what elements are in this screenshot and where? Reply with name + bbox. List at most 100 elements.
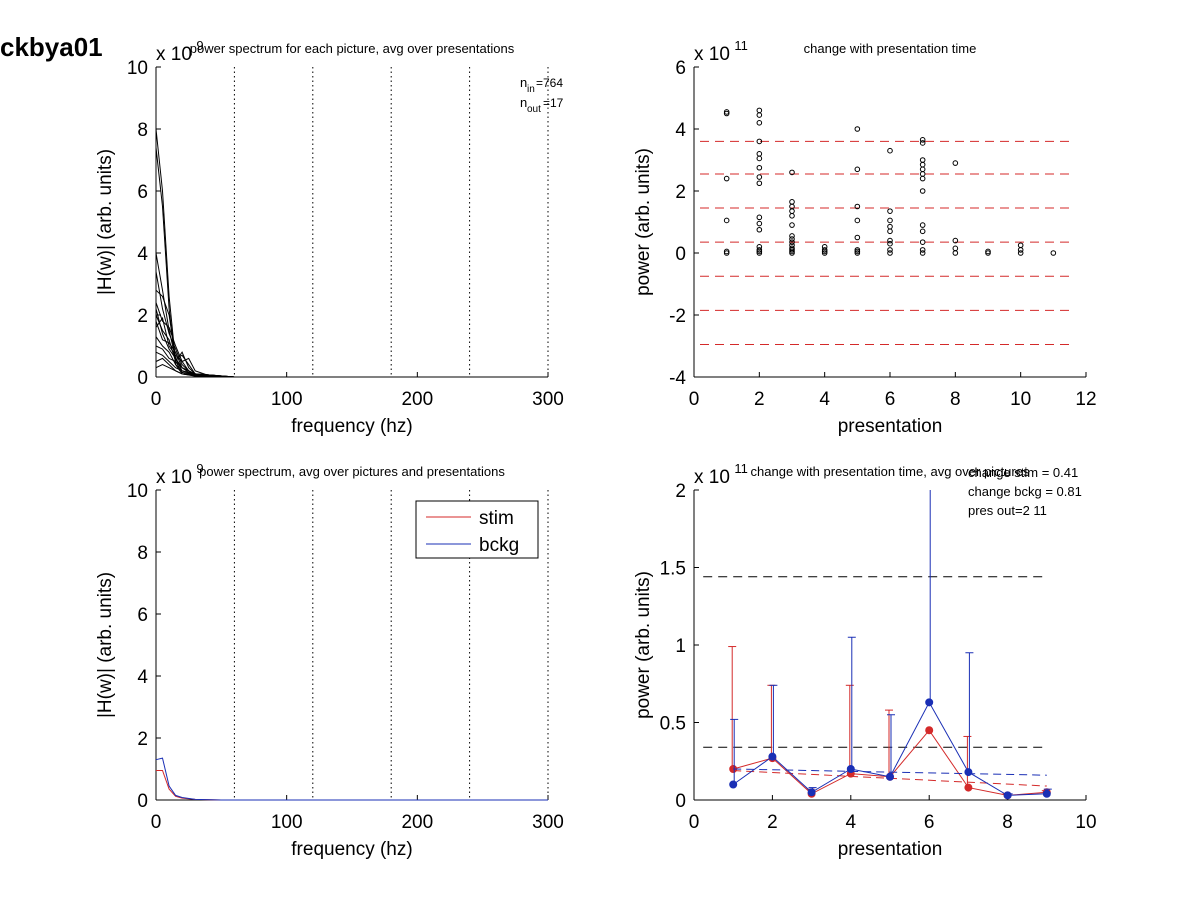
x-tick-label: 8 — [1002, 812, 1013, 833]
legend-box — [415, 500, 539, 559]
scatter-point — [756, 155, 763, 162]
scatter-point — [1050, 250, 1057, 256]
spectrum-curve — [155, 314, 548, 378]
scatter-point — [756, 151, 763, 157]
scatter-point — [789, 236, 795, 242]
series-bckg-marker — [925, 698, 934, 707]
scatter-point — [919, 247, 926, 253]
axis-exponent-power: 9 — [196, 38, 203, 53]
trend-line-bckg — [733, 768, 1047, 776]
panel-title: change with presentation time, avg over … — [751, 464, 1030, 479]
scatter-point — [854, 203, 861, 210]
panel-change-presentation-time: 0 2 4 6 8 10 12 -4 -2 0 2 4 6 presentation power (arb.… — [633, 38, 1097, 437]
x-tick-label: 6 — [885, 389, 896, 410]
scatter-point — [919, 175, 926, 182]
spectrum-curve — [155, 364, 548, 378]
x-tick-label: 4 — [846, 812, 857, 833]
scatter-point — [756, 220, 763, 227]
x-axis-label: frequency (hz) — [291, 416, 412, 437]
spectrum-curve — [155, 316, 548, 378]
scatter-point — [789, 213, 795, 219]
scatter-point — [756, 164, 763, 171]
spectrum-curve — [155, 351, 548, 378]
annotation-n-in-value: =764 — [536, 76, 563, 90]
axis-exponent: x 10 — [156, 44, 192, 65]
scatter-point — [1017, 250, 1024, 256]
scatter-point — [789, 250, 795, 256]
y-tick-label: 4 — [137, 667, 148, 688]
scatter-point — [756, 180, 763, 187]
scatter-point — [854, 234, 861, 241]
y-axis-label: power (arb. units) — [633, 571, 654, 719]
annotation-n-in-label: n — [520, 75, 527, 90]
stats-annotation: change bckg = 0.81 — [968, 484, 1082, 499]
scatter-point — [756, 226, 763, 233]
x-axis-label: presentation — [838, 416, 943, 437]
x-axis-label: presentation — [838, 839, 943, 860]
series-stim-line — [733, 729, 1047, 796]
scatter-point — [854, 250, 861, 256]
scatter-point — [919, 250, 926, 256]
axis-exponent: x 10 — [694, 44, 730, 65]
scatter-point — [952, 160, 959, 166]
legend-label-bckg: bckg — [479, 535, 519, 556]
scatter-point — [854, 217, 861, 224]
scatter-point — [919, 137, 926, 143]
scatter-point — [919, 239, 926, 245]
x-tick-label: 10 — [1010, 389, 1031, 410]
spectrum-curve — [155, 357, 548, 378]
x-tick-label: 10 — [1075, 812, 1096, 833]
y-tick-label: 4 — [675, 120, 686, 141]
series-bckg-line — [732, 701, 1047, 796]
annotation-n-out-sub: out — [527, 104, 541, 115]
y-tick-label: 6 — [137, 182, 148, 203]
x-tick-label: 100 — [271, 389, 303, 410]
y-tick-label: 10 — [127, 58, 148, 79]
x-tick-label: 300 — [532, 812, 564, 833]
scatter-point — [756, 107, 763, 114]
y-tick-label: -4 — [669, 368, 686, 389]
scatter-point — [887, 147, 893, 154]
spectrum-curve — [155, 128, 548, 378]
x-tick-label: 300 — [532, 389, 564, 410]
spectrum-curve — [155, 336, 548, 378]
annotation-n-in-sub: in — [527, 84, 535, 95]
scatter-point — [756, 112, 763, 118]
scatter-point — [756, 174, 763, 180]
x-tick-label: 0 — [151, 389, 162, 410]
scatter-point — [723, 250, 730, 256]
series-bckg-marker — [729, 780, 738, 789]
panel-title: power spectrum for each picture, avg ove… — [190, 41, 515, 56]
stats-annotation: change stim = 0.41 — [968, 465, 1078, 480]
scatter-point — [887, 228, 893, 235]
x-tick-label: 200 — [401, 812, 433, 833]
scatter-point — [952, 237, 959, 244]
scatter-point — [887, 223, 893, 230]
scatter-point — [723, 109, 730, 115]
x-axis-label: frequency (hz) — [291, 839, 412, 860]
scatter-point — [919, 166, 926, 173]
y-tick-label: 8 — [137, 543, 148, 564]
axis-exponent: x 10 — [694, 467, 730, 488]
scatter-point — [789, 233, 795, 239]
axis-exponent-power: 9 — [196, 461, 203, 476]
scatter-point — [919, 161, 926, 168]
y-tick-label: 6 — [137, 605, 148, 626]
y-tick-label: 2 — [675, 481, 686, 502]
spectrum-curve — [155, 147, 548, 378]
y-tick-label: 2 — [137, 729, 148, 750]
y-tick-label: -2 — [669, 306, 686, 327]
axis-exponent: x 10 — [156, 467, 192, 488]
y-tick-label: 4 — [137, 244, 148, 265]
series-bckg-marker — [768, 752, 777, 761]
panel-title: power spectrum, avg over pictures and pr… — [199, 464, 505, 479]
series-bckg-line — [155, 757, 548, 801]
scatter-point — [919, 228, 926, 235]
x-tick-label: 2 — [767, 812, 778, 833]
x-tick-label: 100 — [271, 812, 303, 833]
y-tick-label: 0 — [137, 368, 148, 389]
figure-label: ckbya01 — [0, 32, 103, 62]
series-bckg-marker — [846, 765, 855, 773]
scatter-point — [723, 217, 730, 224]
